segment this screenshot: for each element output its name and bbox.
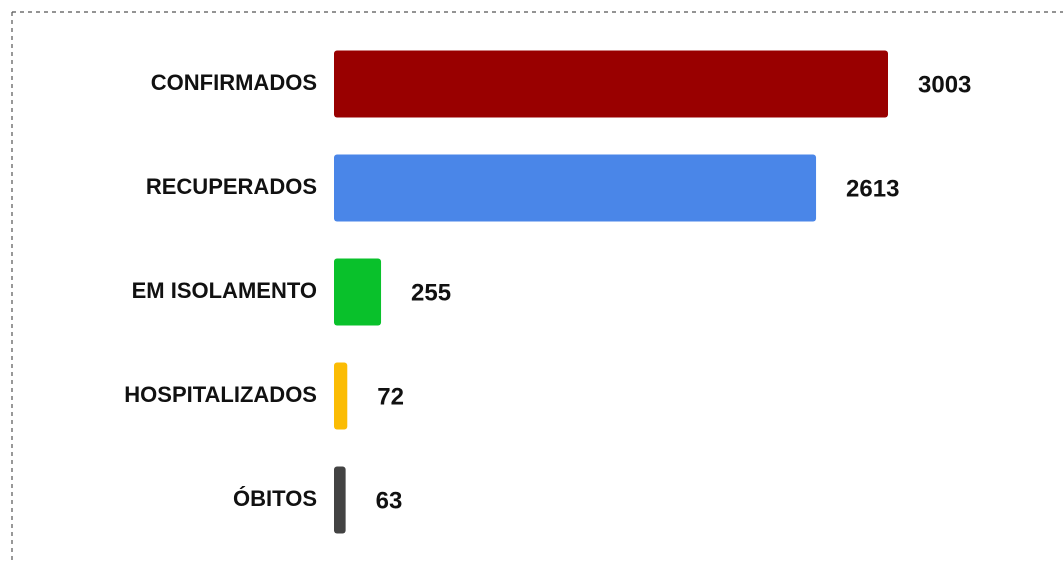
value-label: 2613 — [846, 175, 899, 202]
bar — [334, 466, 346, 534]
bar — [334, 258, 382, 326]
category-label: EM ISOLAMENTO — [132, 278, 317, 303]
bar — [334, 50, 888, 118]
bar — [334, 154, 817, 222]
category-label: HOSPITALIZADOS — [124, 382, 317, 407]
category-label: ÓBITOS — [233, 486, 317, 511]
value-label: 255 — [411, 279, 451, 306]
value-label: 63 — [376, 487, 403, 514]
category-label: RECUPERADOS — [146, 174, 317, 199]
bar — [334, 362, 348, 430]
value-label: 3003 — [918, 71, 971, 98]
category-label: CONFIRMADOS — [151, 70, 317, 95]
value-label: 72 — [377, 383, 404, 410]
